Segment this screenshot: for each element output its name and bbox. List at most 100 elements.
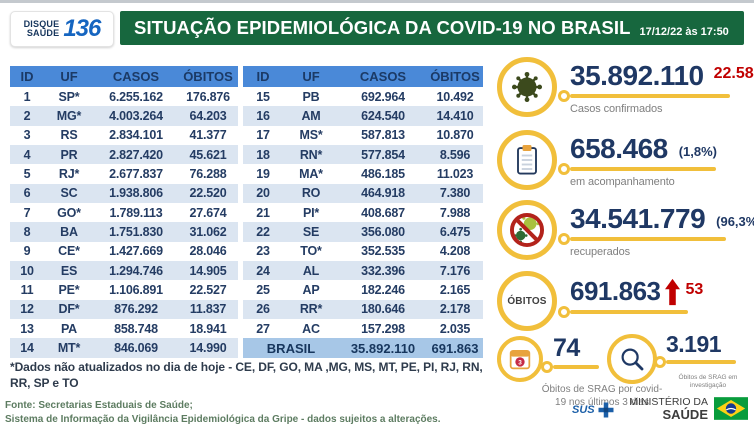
cell-obitos: 7.176 <box>439 263 471 278</box>
confirmed-value: 35.892.110 <box>570 60 704 91</box>
cell-uf: GO* <box>57 205 81 220</box>
srag-deaths-stat: 74 <box>541 334 613 373</box>
cell-id: 9 <box>23 244 31 259</box>
arrow-up-icon <box>665 278 681 306</box>
table-row: 10 ES 1.294.746 14.905 <box>10 261 238 281</box>
cell-casos: 1.938.806 <box>109 186 163 201</box>
confirmed-cases-stat: 35.892.110 22.584 Casos confirmados <box>558 60 754 115</box>
cell-obitos: 31.062 <box>189 225 227 240</box>
footnote: *Dados não atualizados no dia de hoje - … <box>10 360 483 390</box>
cell-obitos: 4.208 <box>439 244 471 259</box>
deaths-stat: 691.863 53 <box>558 278 740 318</box>
cell-id: 2 <box>23 109 31 124</box>
cell-casos: 624.540 <box>361 109 405 124</box>
report-datetime: 17/12/22 às 17:50 <box>639 25 729 38</box>
cell-casos: 858.748 <box>114 321 158 336</box>
cell-casos: 2.827.420 <box>109 147 163 162</box>
cell-uf: MS* <box>299 128 323 143</box>
uf-table-right: ID UF CASOS ÓBITOS 15 PB 692.964 10.492 … <box>243 66 483 359</box>
col-casos: CASOS <box>112 69 160 84</box>
cell-id: 15 <box>256 89 270 104</box>
cell-id: 11 <box>20 283 34 298</box>
cell-obitos: 6.475 <box>439 225 471 240</box>
cell-obitos: 2.035 <box>439 321 471 336</box>
monitoring-share: (1,8%) <box>678 144 718 159</box>
table-row: 21 PI* 408.687 7.988 <box>243 203 483 222</box>
cell-id: 14 <box>20 341 34 356</box>
cell-uf: PR <box>60 147 78 162</box>
cell-id: 25 <box>256 283 270 298</box>
cell-id: 13 <box>20 321 34 336</box>
srag-deaths-value: 74 <box>553 334 580 362</box>
cell-uf: RN* <box>299 147 323 162</box>
cell-uf: PE* <box>58 283 80 298</box>
table-row: 22 SE 356.080 6.475 <box>243 222 483 242</box>
cell-obitos: 11.837 <box>189 302 227 317</box>
cell-id: 23 <box>256 244 270 259</box>
gold-underline <box>558 233 726 245</box>
cell-obitos: 64.203 <box>189 109 227 124</box>
cell-casos: 182.246 <box>361 283 405 298</box>
cell-id: 19 <box>256 167 270 182</box>
cell-obitos: 14.990 <box>189 341 227 356</box>
cell-uf: BA <box>60 225 78 240</box>
col-uf: UF <box>302 69 320 84</box>
cell-id: 1 <box>23 89 31 104</box>
table-body: 1 SP* 6.255.162 176.876 2 MG* 4.003.264 … <box>10 87 238 358</box>
ministry-line-2: SAÚDE <box>662 407 708 423</box>
table-row: 7 GO* 1.789.113 27.674 <box>10 203 238 222</box>
total-obitos: 691.863 <box>431 340 479 356</box>
window-edge <box>0 0 754 3</box>
table-header: ID UF CASOS ÓBITOS <box>10 66 238 87</box>
table-row: 14 MT* 846.069 14.990 <box>10 338 238 358</box>
cell-casos: 692.964 <box>361 89 405 104</box>
cell-id: 20 <box>256 186 270 201</box>
srag-investigation-value: 3.191 <box>666 331 722 357</box>
cell-casos: 846.069 <box>114 341 158 356</box>
cell-obitos: 2.178 <box>439 302 471 317</box>
recovered-value: 34.541.779 <box>570 203 706 234</box>
obitos-circle-label: ÓBITOS <box>507 295 547 307</box>
cell-casos: 6.255.162 <box>109 89 163 104</box>
cell-obitos: 28.046 <box>189 244 227 259</box>
cell-uf: RO <box>301 186 321 201</box>
magnifier-icon <box>607 334 657 384</box>
table-row: 2 MG* 4.003.264 64.203 <box>10 106 238 126</box>
cell-obitos: 10.870 <box>436 128 474 143</box>
table-row: 12 DF* 876.292 11.837 <box>10 299 238 320</box>
cell-casos: 180.646 <box>361 302 405 317</box>
table-row: 4 PR 2.827.420 45.621 <box>10 145 238 165</box>
cell-id: 24 <box>256 263 270 278</box>
cell-obitos: 2.165 <box>439 283 471 298</box>
cell-uf: PA <box>60 321 78 336</box>
col-id: ID <box>20 69 34 84</box>
table-row: 23 TO* 352.535 4.208 <box>243 242 483 261</box>
recovered-label: recuperados <box>570 246 631 258</box>
deaths-delta: 53 <box>685 281 704 298</box>
srag-investigation-stat: 3.191 <box>654 331 748 368</box>
confirmed-label: Casos confirmados <box>570 103 663 115</box>
cell-obitos: 7.380 <box>439 186 471 201</box>
cell-id: 22 <box>256 225 270 240</box>
table-row: 9 CE* 1.427.669 28.046 <box>10 242 238 261</box>
gold-underline <box>558 163 716 175</box>
table-row: 3 RS 2.834.101 41.377 <box>10 126 238 145</box>
cell-id: 7 <box>23 205 31 220</box>
recovered-share: (96,3%) <box>716 214 754 229</box>
table-row: 16 AM 624.540 14.410 <box>243 106 483 126</box>
cell-casos: 4.003.264 <box>109 109 163 124</box>
cell-casos: 2.677.837 <box>109 167 163 182</box>
confirmed-delta: 22.584 <box>713 65 754 82</box>
cell-id: 5 <box>23 167 31 182</box>
cell-id: 10 <box>20 263 34 278</box>
cell-uf: RR* <box>299 302 323 317</box>
cell-uf: AC <box>302 321 320 336</box>
cell-obitos: 11.023 <box>436 167 474 182</box>
srag-investigation-label: Óbitos de SRAG em investigação <box>678 374 738 390</box>
cell-id: 26 <box>256 302 270 317</box>
monitoring-stat: 658.468 (1,8%) em acompanhamento <box>558 135 750 188</box>
cell-casos: 1.427.669 <box>109 244 163 259</box>
cell-casos: 408.687 <box>361 205 405 220</box>
cell-casos: 332.396 <box>361 263 405 278</box>
cell-casos: 157.298 <box>361 321 405 336</box>
